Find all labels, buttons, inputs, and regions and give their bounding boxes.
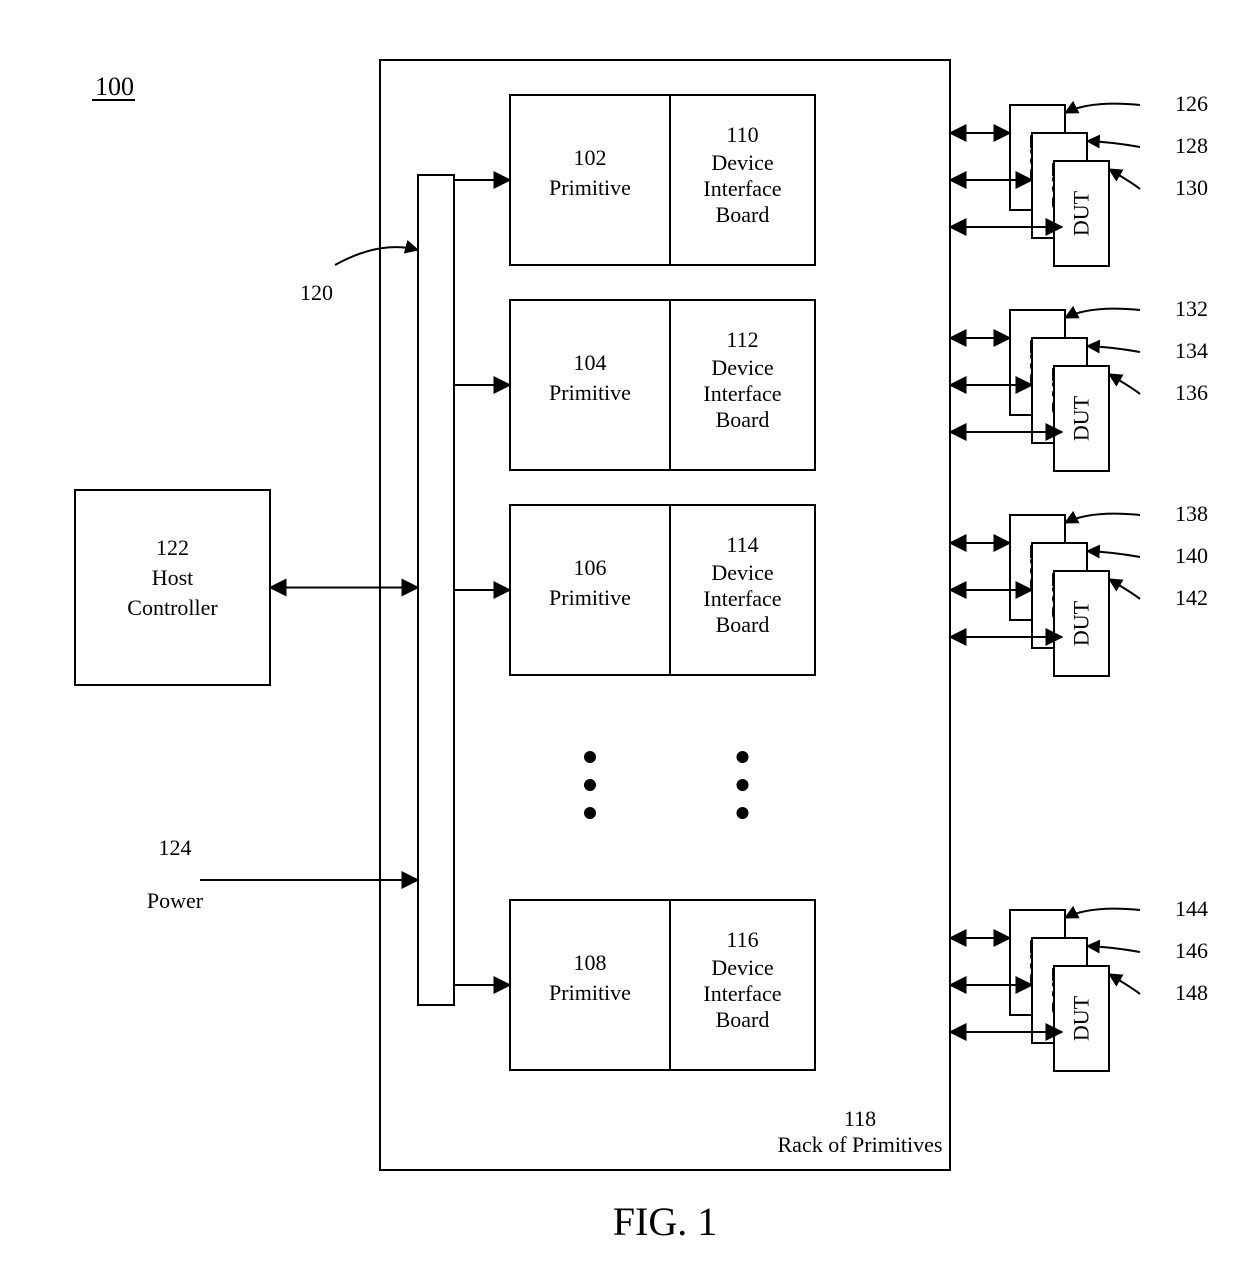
svg-text:Board: Board	[716, 407, 770, 432]
dut-leader	[1065, 909, 1140, 918]
ellipsis-dot	[737, 751, 749, 763]
svg-text:Device: Device	[711, 355, 773, 380]
svg-text:Interface: Interface	[703, 176, 781, 201]
primitive-label: Primitive	[549, 980, 631, 1005]
system-ref: 100	[95, 72, 134, 101]
dut-ref: 130	[1175, 175, 1208, 200]
power-ref: 124	[159, 835, 192, 860]
svg-text:Interface: Interface	[703, 586, 781, 611]
dut-label: DUT	[1069, 600, 1094, 646]
dut-ref: 140	[1175, 543, 1208, 568]
dut-ref: 146	[1175, 938, 1208, 963]
svg-text:Board: Board	[716, 202, 770, 227]
svg-text:Device: Device	[711, 150, 773, 175]
dut-ref: 134	[1175, 338, 1208, 363]
dut-leader	[1109, 169, 1140, 189]
dut-leader	[1109, 374, 1140, 394]
dut-leader	[1087, 946, 1140, 952]
primitive-ref: 108	[574, 950, 607, 975]
dut-leader	[1109, 579, 1140, 599]
dut-leader	[1065, 514, 1140, 523]
dut-ref: 138	[1175, 501, 1208, 526]
host-label-1: Host	[152, 565, 194, 590]
svg-text:Board: Board	[716, 612, 770, 637]
dib-ref: 114	[726, 532, 758, 557]
dut-ref: 148	[1175, 980, 1208, 1005]
dib-ref: 116	[726, 927, 758, 952]
dut-leader	[1087, 141, 1140, 147]
dut-label: DUT	[1069, 995, 1094, 1041]
bus-ref: 120	[300, 280, 333, 305]
ellipsis-dot	[737, 807, 749, 819]
dut-leader	[1087, 346, 1140, 352]
ellipsis-dot	[584, 779, 596, 791]
svg-text:Interface: Interface	[703, 381, 781, 406]
primitive-ref: 102	[574, 145, 607, 170]
ellipsis-dot	[584, 807, 596, 819]
primitive-ref: 106	[574, 555, 607, 580]
svg-text:Interface: Interface	[703, 981, 781, 1006]
dut-ref: 136	[1175, 380, 1208, 405]
dut-ref: 144	[1175, 896, 1208, 921]
bus	[418, 175, 454, 1005]
dut-label: DUT	[1069, 190, 1094, 236]
dib-ref: 112	[726, 327, 758, 352]
rack-label: Rack of Primitives	[778, 1132, 943, 1157]
primitive-label: Primitive	[549, 585, 631, 610]
dut-ref: 126	[1175, 91, 1208, 116]
dut-ref: 142	[1175, 585, 1208, 610]
dut-ref: 128	[1175, 133, 1208, 158]
power-label: Power	[147, 888, 204, 913]
host-ref: 122	[156, 535, 189, 560]
dut-leader	[1065, 104, 1140, 113]
svg-text:Device: Device	[711, 955, 773, 980]
primitive-label: Primitive	[549, 380, 631, 405]
dut-label: DUT	[1069, 395, 1094, 441]
rack-ref: 118	[844, 1106, 876, 1131]
host-label-2: Controller	[127, 595, 218, 620]
ellipsis-dot	[737, 779, 749, 791]
dut-leader	[1087, 551, 1140, 557]
primitive-ref: 104	[574, 350, 607, 375]
svg-text:Device: Device	[711, 560, 773, 585]
figure-label: FIG. 1	[613, 1199, 717, 1244]
dib-ref: 110	[726, 122, 758, 147]
dut-leader	[1065, 309, 1140, 318]
dut-ref: 132	[1175, 296, 1208, 321]
primitive-label: Primitive	[549, 175, 631, 200]
dut-leader	[1109, 974, 1140, 994]
ellipsis-dot	[584, 751, 596, 763]
svg-text:Board: Board	[716, 1007, 770, 1032]
